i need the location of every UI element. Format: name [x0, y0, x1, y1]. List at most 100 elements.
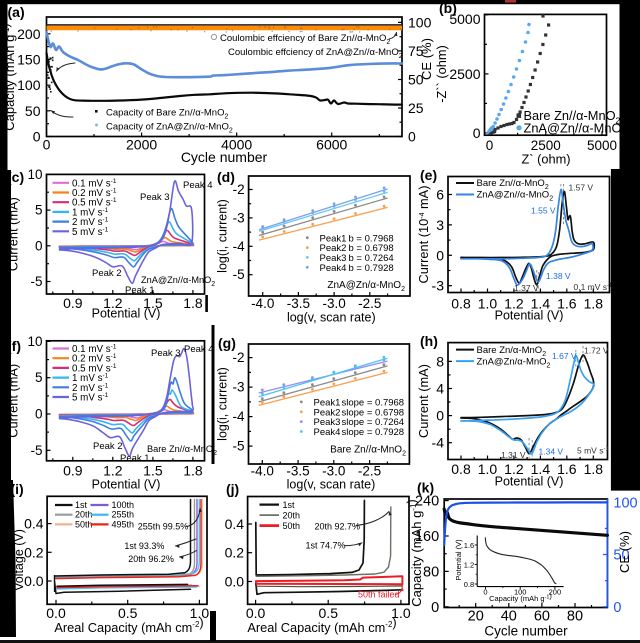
svg-text:Potential (V): Potential (V) — [92, 306, 161, 320]
svg-text:5: 5 — [35, 203, 43, 218]
svg-text:20th 96.2%: 20th 96.2% — [128, 554, 174, 564]
svg-text:(a): (a) — [8, 4, 25, 20]
svg-text:50th: 50th — [283, 521, 301, 531]
svg-text:Z` (ohm): Z` (ohm) — [521, 152, 570, 167]
svg-text:1.2: 1.2 — [103, 295, 123, 311]
svg-text:Peak3: Peak3 — [320, 253, 347, 264]
svg-text:200: 200 — [17, 26, 41, 42]
svg-text:0.5 mV s-1: 0.5 mV s-1 — [72, 197, 117, 209]
svg-text:Potential (V): Potential (V) — [92, 478, 161, 492]
svg-text:-4: -4 — [233, 239, 245, 254]
svg-text:0.1 mV s-1: 0.1 mV s-1 — [574, 282, 614, 292]
svg-text:(d): (d) — [217, 169, 235, 185]
svg-text:(g): (g) — [218, 335, 236, 351]
svg-text:5000: 5000 — [587, 138, 617, 153]
svg-text:(k): (k) — [417, 480, 434, 496]
svg-text:50: 50 — [25, 103, 41, 119]
svg-text:0.5: 0.5 — [118, 605, 138, 621]
svg-text:50: 50 — [613, 548, 629, 564]
svg-text:Potential (V): Potential (V) — [454, 539, 463, 581]
svg-text:1st: 1st — [283, 500, 296, 510]
svg-text:Capacity (mAh g-1): Capacity (mAh g-1) — [489, 592, 552, 604]
svg-text:1.8: 1.8 — [183, 463, 203, 479]
svg-text:-4: -4 — [432, 435, 445, 451]
svg-text:100: 100 — [17, 77, 41, 93]
svg-text:slope = 0.6798: slope = 0.6798 — [342, 407, 405, 418]
svg-text:0: 0 — [473, 125, 481, 141]
svg-text:Bare Zn/α-MnO2: Bare Zn/α-MnO2 — [477, 345, 547, 358]
svg-text:0.2: 0.2 — [24, 544, 44, 560]
svg-text:2 mV s-1: 2 mV s-1 — [72, 217, 109, 229]
svg-text:1.6: 1.6 — [557, 461, 577, 477]
svg-text:0.0: 0.0 — [246, 605, 266, 621]
svg-text:80: 80 — [567, 609, 583, 625]
svg-text:-4.0: -4.0 — [251, 296, 274, 311]
svg-text:5 mV s-1: 5 mV s-1 — [72, 226, 109, 238]
svg-text:1.37 V: 1.37 V — [514, 283, 539, 293]
svg-text:Coulombic effciency of Bare Zn: Coulombic effciency of Bare Zn//α-MnO2 — [220, 33, 390, 46]
svg-text:5 mV s-1: 5 mV s-1 — [577, 446, 609, 456]
svg-text:ZnA@Zn//α-MnO2: ZnA@Zn//α-MnO2 — [524, 120, 627, 138]
svg-text:b = 0.6798: b = 0.6798 — [349, 243, 394, 254]
svg-text:0.4: 0.4 — [24, 516, 44, 532]
svg-text:6: 6 — [436, 187, 444, 203]
svg-text:1.72 V: 1.72 V — [584, 346, 609, 356]
svg-text:0: 0 — [436, 247, 444, 263]
svg-text:20th: 20th — [283, 510, 301, 520]
svg-text:Peak4: Peak4 — [314, 427, 341, 438]
svg-text:Peak 1: Peak 1 — [120, 453, 150, 464]
svg-text:10: 10 — [27, 167, 42, 182]
svg-text:1.0: 1.0 — [478, 461, 498, 477]
svg-text:200: 200 — [549, 588, 562, 597]
svg-text:1.5: 1.5 — [143, 295, 163, 311]
svg-text:-4: -4 — [232, 409, 244, 424]
svg-text:0.5: 0.5 — [319, 605, 339, 621]
svg-text:-3: -3 — [432, 278, 445, 294]
svg-text:-4.0: -4.0 — [251, 464, 274, 479]
svg-text:Peak3: Peak3 — [314, 417, 341, 428]
svg-text:(h): (h) — [420, 333, 438, 349]
svg-text:log(i, current): log(i, current) — [216, 199, 230, 273]
svg-text:Peak4: Peak4 — [320, 263, 347, 274]
svg-text:1.0: 1.0 — [190, 605, 210, 621]
svg-text:-5: -5 — [30, 443, 42, 458]
svg-text:Cycle number: Cycle number — [181, 149, 268, 165]
svg-text:1 mV s-1: 1 mV s-1 — [72, 373, 109, 385]
svg-text:-2.5: -2.5 — [358, 464, 381, 479]
svg-text:slope = 0.7264: slope = 0.7264 — [342, 417, 405, 428]
svg-text:Cycle number: Cycle number — [484, 624, 568, 639]
svg-text:(c): (c) — [7, 169, 24, 185]
svg-text:1st: 1st — [75, 500, 88, 510]
svg-text:25: 25 — [408, 100, 424, 116]
svg-text:log(v, scan rate): log(v, scan rate) — [287, 478, 376, 492]
svg-text:-3.0: -3.0 — [322, 296, 345, 311]
svg-text:-2: -2 — [233, 182, 245, 197]
svg-text:1.0: 1.0 — [478, 295, 498, 311]
svg-text:-3.5: -3.5 — [286, 464, 309, 479]
svg-text:1.5: 1.5 — [143, 463, 163, 479]
svg-text:80: 80 — [423, 564, 439, 580]
svg-text:(j): (j) — [226, 481, 239, 497]
svg-text:Capacity (mAh g-1): Capacity (mAh g-1) — [404, 499, 424, 607]
svg-text:0: 0 — [43, 137, 51, 153]
svg-text:0.8: 0.8 — [451, 461, 471, 477]
svg-text:0.5 mV s-1: 0.5 mV s-1 — [72, 363, 117, 375]
svg-text:0.8: 0.8 — [451, 295, 471, 311]
svg-text:-3: -3 — [232, 380, 244, 395]
svg-text:2500: 2500 — [531, 138, 561, 153]
svg-text:240: 240 — [415, 494, 439, 510]
svg-text:10: 10 — [27, 334, 42, 349]
svg-text:2 mV s-1: 2 mV s-1 — [72, 382, 109, 394]
svg-text:0.8: 0.8 — [464, 580, 474, 589]
svg-text:0.0: 0.0 — [24, 573, 44, 589]
svg-text:8: 8 — [436, 353, 444, 369]
svg-text:Peak 4: Peak 4 — [184, 344, 214, 355]
svg-text:Bare Zn//α-MnO2: Bare Zn//α-MnO2 — [524, 108, 621, 126]
svg-text:4: 4 — [436, 380, 444, 396]
svg-text:1.2: 1.2 — [504, 295, 524, 311]
svg-text:1.55 V: 1.55 V — [531, 206, 556, 216]
svg-text:Areal Capacity (mAh cm-2): Areal Capacity (mAh cm-2) — [247, 615, 396, 635]
svg-text:Peak 2: Peak 2 — [93, 441, 123, 452]
svg-text:160: 160 — [415, 529, 439, 545]
svg-text:Bare Zn//α-MnO2: Bare Zn//α-MnO2 — [147, 444, 217, 457]
